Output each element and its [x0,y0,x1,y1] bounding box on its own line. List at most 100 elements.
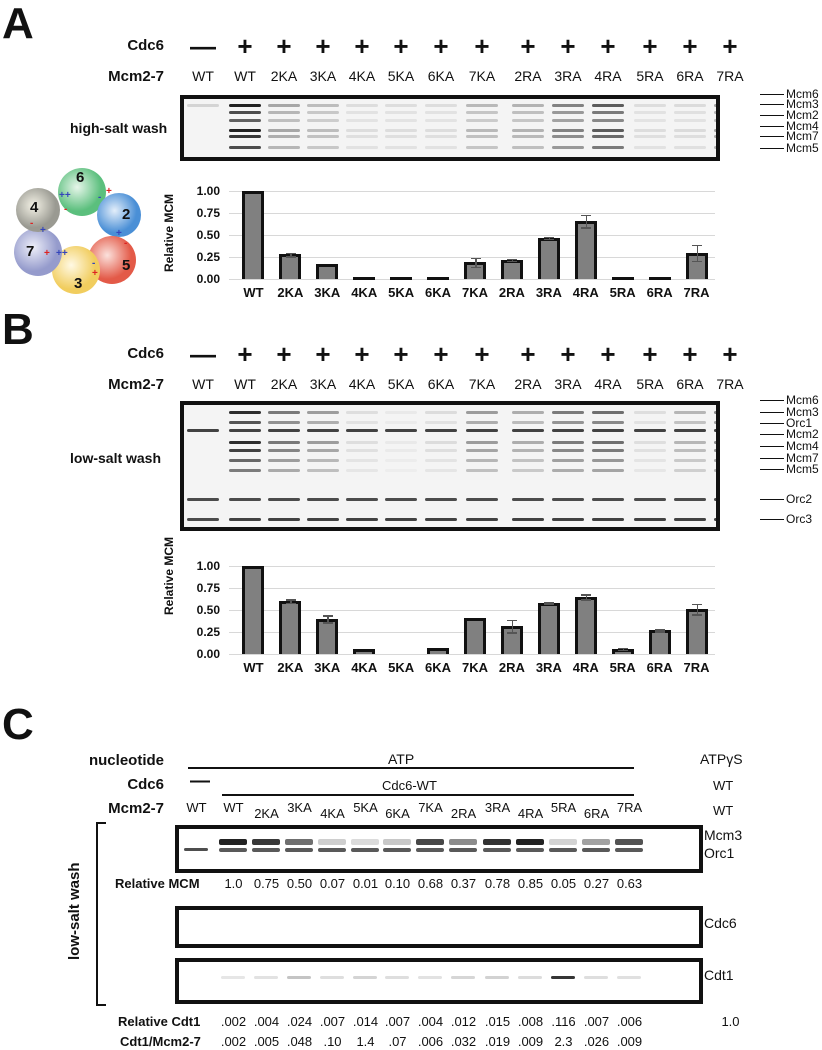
lane-label: 3KA [287,800,312,815]
gel-band [346,111,378,114]
gel-band [634,111,666,114]
gel-band [674,498,706,501]
gel-band [483,839,511,845]
gel-band [425,104,457,107]
gel-band [466,104,498,107]
gel-band [551,976,575,979]
marker-orc1: Orc1 [786,416,813,430]
gel-band [187,498,219,501]
relative-mcm-value: 0.01 [352,876,379,891]
gel-band [592,469,624,472]
gel-band [714,411,716,414]
relative-mcm-value: 0.78 [484,876,511,891]
marker-leader [760,115,784,116]
gel-band [307,111,339,114]
gel-band [549,848,577,852]
gel-band [615,839,643,845]
x-category: 2RA [498,660,525,675]
marker-mcm7: Mcm7 [786,129,819,143]
lane-label: 3KA [309,68,337,84]
ratio-value: .048 [286,1034,313,1049]
x-category: 7KA [461,660,488,675]
marker-leader [760,104,784,105]
cdc6-sign: + [682,339,698,369]
gel-band [466,429,498,432]
gel-band [268,104,300,107]
gel-band [466,119,498,122]
cdc6-wt-label: Cdc6-WT [382,778,437,793]
gel-band [307,449,339,452]
gel-band [318,839,346,845]
error-cap [322,615,333,617]
gridline [229,191,715,192]
panel-a-cdc6-label: Cdc6 [127,37,164,54]
panel-c-cdc6-label: Cdc6 [127,776,164,793]
bar [353,277,376,280]
error-bar [696,244,699,261]
lane-label: WT [234,68,256,84]
gel-band [512,146,544,149]
cdc6-sign: + [600,339,616,369]
cdc6-sign: + [276,339,292,369]
gel-band [346,104,378,107]
bar [242,191,265,279]
gel-band [187,104,219,107]
bar [242,566,265,654]
marker-leader [760,94,784,95]
gel-band [674,111,706,114]
gel-band [674,146,706,149]
gel-band [634,518,666,521]
marker-leader [760,400,784,401]
ratio-value: .002 [220,1034,247,1049]
x-category: 5RA [609,285,636,300]
cdc6-sign: + [237,339,253,369]
cdc6-sign: — [190,339,216,369]
error-cap [544,603,555,606]
marker-mcm2: Mcm2 [786,427,819,441]
bar [537,237,560,279]
svg-text:-: - [64,204,67,215]
gel-band [184,848,208,851]
relative-mcm-value: 0.27 [583,876,610,891]
gel-band [351,848,379,852]
svg-text:5: 5 [122,257,130,274]
y-tick: 1.00 [196,559,220,573]
x-category: 3KA [314,660,341,675]
gel-band [592,119,624,122]
lane-label: 2KA [270,68,298,84]
low-salt-bracket [96,822,106,1006]
x-category: 2RA [498,285,525,300]
ratio-value: .006 [417,1034,444,1049]
y-tick: 0.00 [196,272,220,286]
gel-band [552,518,584,521]
marker-leader [760,136,784,137]
ratio-value: .005 [253,1034,280,1049]
lane-label: 6KA [427,68,455,84]
gel-band [268,421,300,424]
gel-band [425,518,457,521]
lane-label: 3RA [484,800,511,815]
gel-band [552,441,584,444]
ratio-value: .032 [450,1034,477,1049]
error-cap [581,227,592,229]
marker-mcm5: Mcm5 [786,141,819,155]
gel-band [268,129,300,132]
cdc6-sign: + [474,339,490,369]
lane-label: 6RA [676,68,704,84]
gel-band [512,449,544,452]
gel-band [552,146,584,149]
gel-band [466,146,498,149]
marker-cdt1: Cdt1 [704,967,734,983]
gel-band [385,111,417,114]
gel-band [714,429,716,432]
gel-band [592,411,624,414]
x-category: 6RA [646,285,673,300]
error-cap [507,260,518,263]
gel-band [385,518,417,521]
gel-band [466,411,498,414]
gel-band [287,976,311,979]
svg-text:-: - [92,258,95,269]
gel-band [385,441,417,444]
relative-mcm-value: 1.0 [224,876,243,891]
x-category: 4RA [572,285,599,300]
